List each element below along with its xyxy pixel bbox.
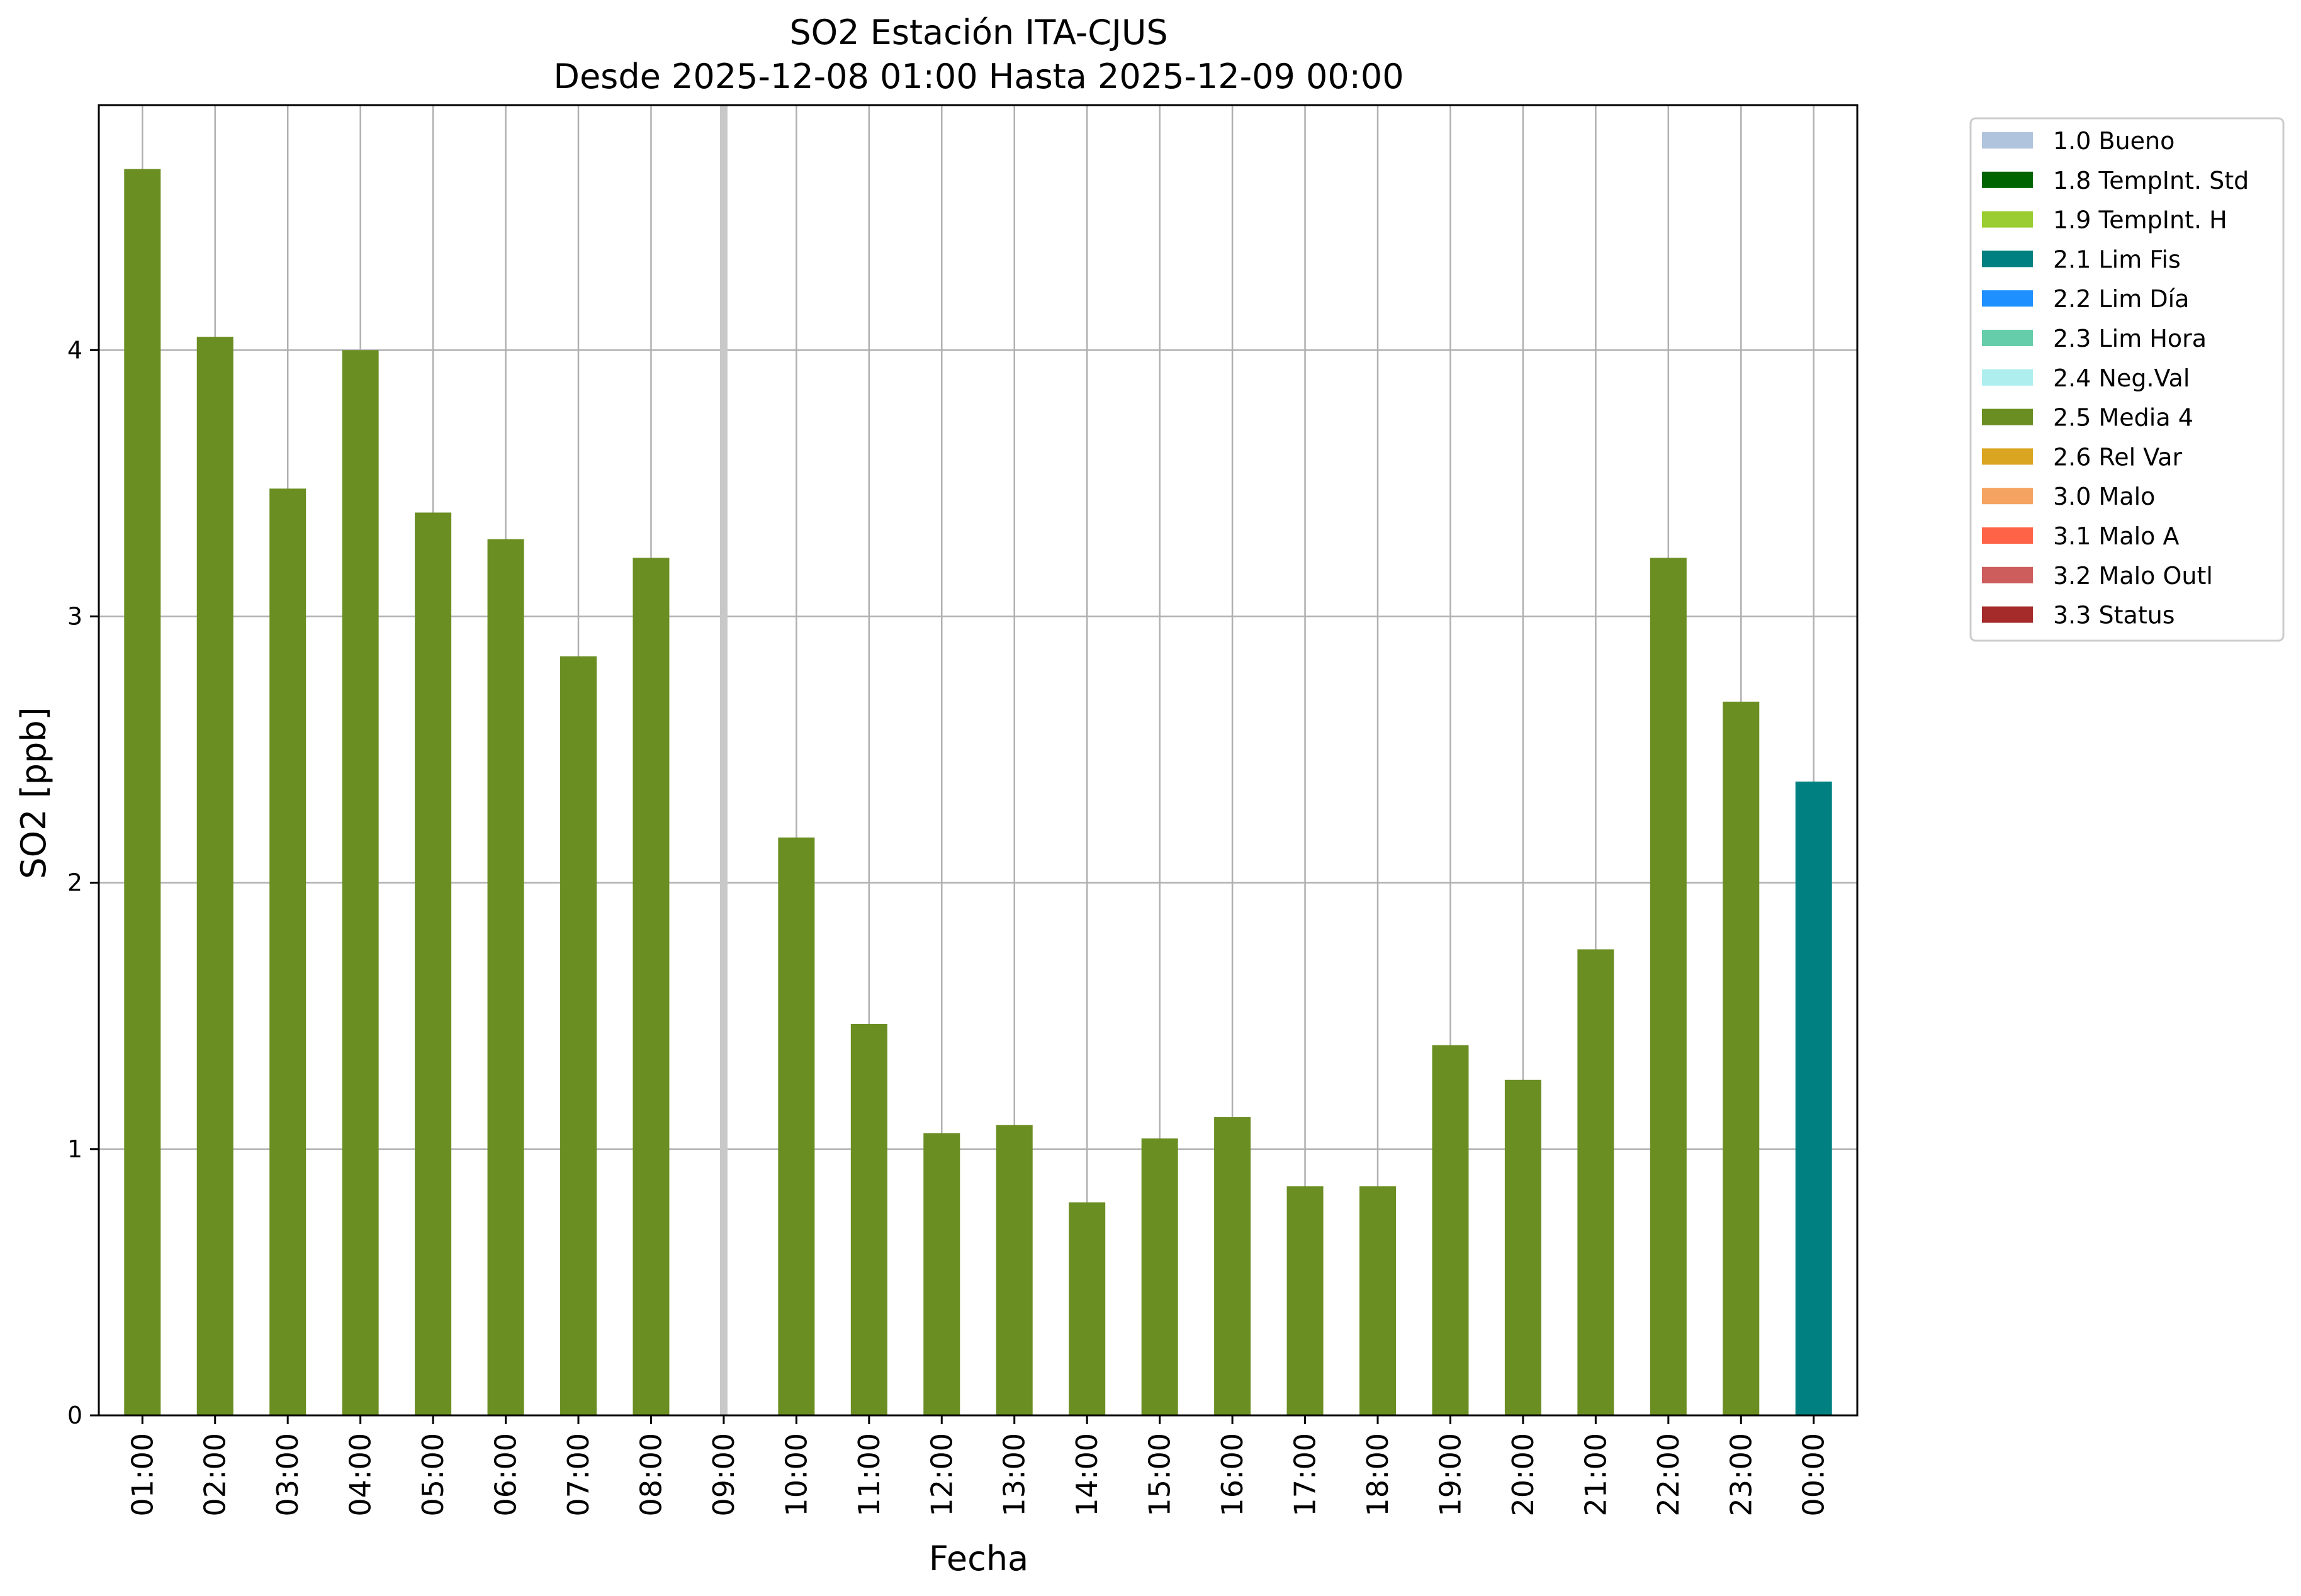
chart-title: SO2 Estación ITA-CJUS — [789, 13, 1167, 52]
y-axis-label: SO2 [ppb] — [14, 707, 53, 879]
bar-19:00 — [1432, 1045, 1469, 1415]
x-tick-label: 11:00 — [852, 1433, 886, 1517]
legend-swatch — [1982, 171, 2033, 188]
x-tick-label: 12:00 — [925, 1433, 959, 1517]
legend-label: 2.3 Lim Hora — [2053, 325, 2207, 352]
legend-label: 2.4 Neg.Val — [2053, 364, 2190, 392]
y-tick-label: 0 — [67, 1402, 82, 1429]
x-tick-label: 14:00 — [1070, 1433, 1104, 1517]
y-tick-label: 1 — [67, 1135, 82, 1163]
legend-swatch — [1982, 250, 2033, 267]
bar-20:00 — [1504, 1079, 1541, 1415]
legend-swatch — [1982, 132, 2033, 149]
bar-14:00 — [1069, 1202, 1106, 1415]
bar-01:00 — [124, 169, 161, 1415]
legend-swatch — [1982, 606, 2033, 623]
plot-frame — [98, 104, 1859, 1417]
bar-10:00 — [778, 837, 815, 1415]
bar-04:00 — [342, 350, 379, 1415]
missing-data-marker — [719, 105, 728, 1415]
x-tick-label: 16:00 — [1215, 1433, 1249, 1517]
bar-22:00 — [1650, 558, 1687, 1415]
bar-15:00 — [1141, 1138, 1178, 1415]
legend-label: 2.2 Lim Día — [2053, 285, 2189, 313]
legend-label: 3.3 Status — [2053, 602, 2175, 629]
x-tick-label: 13:00 — [998, 1433, 1032, 1517]
x-tick-label: 22:00 — [1651, 1433, 1685, 1517]
x-tick-label: 23:00 — [1724, 1433, 1758, 1517]
x-tick-label: 06:00 — [489, 1433, 523, 1517]
legend-label: 3.1 Malo A — [2053, 522, 2179, 550]
legend-swatch — [1982, 290, 2033, 307]
legend-swatch — [1982, 566, 2033, 583]
legend-label: 3.2 Malo Outl — [2053, 562, 2213, 590]
x-tick-label: 05:00 — [416, 1433, 450, 1517]
legend-label: 3.0 Malo — [2053, 483, 2155, 510]
legend-swatch — [1982, 527, 2033, 544]
y-tick-label: 4 — [67, 336, 82, 364]
x-axis-label: Fecha — [929, 1539, 1028, 1578]
legend-label: 2.5 Media 4 — [2053, 404, 2193, 432]
legend-frame — [1969, 117, 2285, 642]
x-tick-label: 09:00 — [707, 1433, 741, 1517]
bar-05:00 — [415, 512, 452, 1416]
bar-07:00 — [560, 656, 597, 1415]
x-tick-label: 01:00 — [125, 1433, 159, 1517]
legend-swatch — [1982, 448, 2033, 465]
bar-23:00 — [1723, 701, 1760, 1415]
bar-08:00 — [633, 558, 670, 1415]
x-tick-label: 04:00 — [344, 1433, 378, 1517]
x-tick-label: 00:00 — [1797, 1433, 1831, 1517]
x-tick-label: 08:00 — [634, 1433, 668, 1517]
x-tick-label: 19:00 — [1433, 1433, 1467, 1517]
x-tick-label: 17:00 — [1288, 1433, 1322, 1517]
x-tick-label: 03:00 — [271, 1433, 305, 1517]
legend-swatch — [1982, 488, 2033, 505]
x-tick-label: 10:00 — [779, 1433, 813, 1517]
x-tick-label: 20:00 — [1506, 1433, 1540, 1517]
legend-swatch — [1982, 369, 2033, 386]
bars — [124, 105, 1832, 1416]
legend-swatch — [1982, 408, 2033, 425]
chart-subtitle: Desde 2025-12-08 01:00 Hasta 2025-12-09 … — [553, 57, 1404, 96]
bar-02:00 — [196, 337, 233, 1416]
x-tick-label: 02:00 — [198, 1433, 232, 1517]
x-tick-label: 15:00 — [1143, 1433, 1177, 1517]
bar-21:00 — [1577, 949, 1614, 1415]
bar-06:00 — [487, 539, 524, 1415]
y-tick-label: 3 — [67, 602, 82, 630]
legend-label: 1.8 TempInt. Std — [2053, 167, 2249, 194]
bar-18:00 — [1359, 1186, 1396, 1415]
legend-label: 1.0 Bueno — [2053, 127, 2174, 155]
legend-swatch — [1982, 330, 2033, 346]
bar-00:00 — [1795, 781, 1832, 1415]
legend-label: 1.9 TempInt. H — [2053, 206, 2227, 234]
y-tick-label: 2 — [67, 869, 82, 897]
legend-label: 2.1 Lim Fis — [2053, 245, 2181, 273]
axes: 0 1 2 3 4 01:00 02:00 03:00 04:00 05:00 06:00 07:00… — [67, 104, 1859, 1517]
bar-13:00 — [996, 1125, 1033, 1415]
bar-17:00 — [1286, 1186, 1324, 1415]
bar-16:00 — [1214, 1117, 1251, 1415]
legend-swatch — [1982, 211, 2033, 228]
x-tick-label: 07:00 — [561, 1433, 595, 1517]
bar-11:00 — [850, 1023, 887, 1415]
bar-12:00 — [923, 1133, 960, 1415]
legend-label: 2.6 Rel Var — [2053, 443, 2183, 471]
x-tick-label: 21:00 — [1578, 1433, 1612, 1517]
x-tick-label: 18:00 — [1361, 1433, 1395, 1517]
legend: 1.0 Bueno 1.8 TempInt. Std 1.9 TempInt. H 2… — [1969, 117, 2285, 642]
bar-03:00 — [269, 488, 307, 1415]
